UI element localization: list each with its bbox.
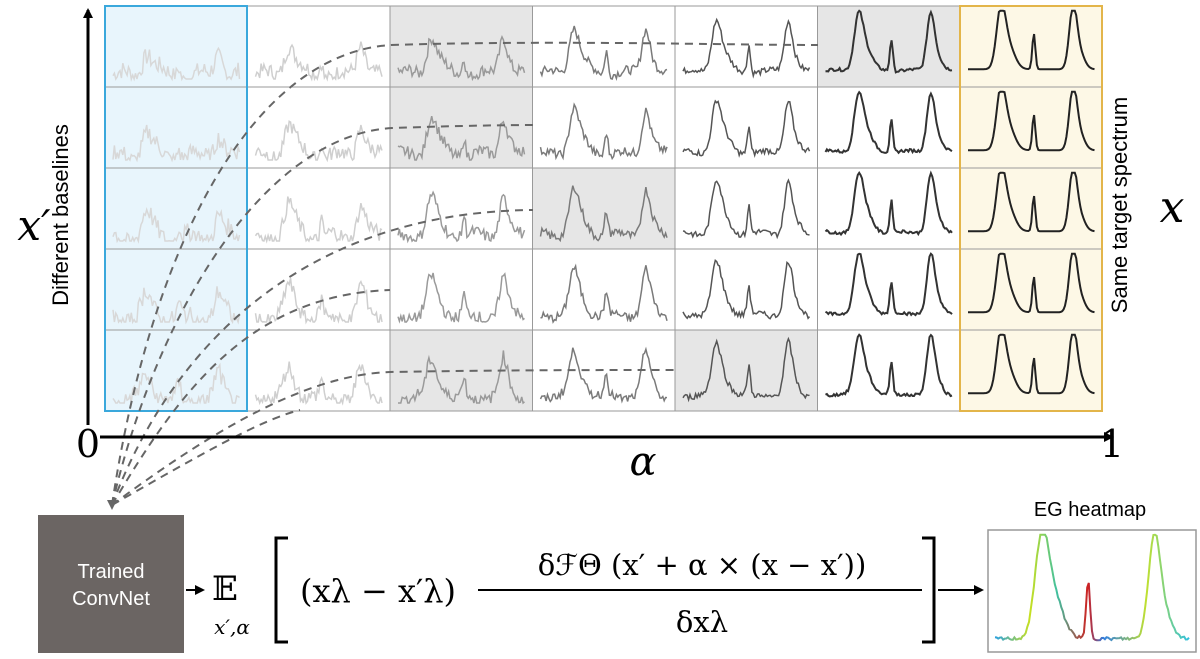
spectrum-line bbox=[112, 286, 241, 325]
convnet-label-line2: ConvNet bbox=[72, 588, 150, 610]
expectation-symbol: 𝔼 bbox=[212, 569, 238, 609]
path-row-5 bbox=[111, 369, 677, 506]
spectrum-line bbox=[682, 99, 811, 159]
y-axis-caption: Different baselines bbox=[48, 124, 73, 306]
grid-cell bbox=[674, 329, 818, 412]
left-bracket bbox=[274, 536, 288, 644]
grid-cell bbox=[817, 248, 961, 331]
path-row-4 bbox=[111, 289, 391, 506]
grid-cell bbox=[817, 5, 961, 88]
spectrum-line bbox=[968, 333, 1095, 395]
heatmap-title: EG heatmap bbox=[1034, 499, 1146, 521]
grid-cell bbox=[817, 86, 961, 169]
spectrum-line bbox=[112, 46, 241, 82]
path-row-3 bbox=[111, 209, 534, 506]
spectrum-line bbox=[112, 206, 241, 244]
convnet-label-line1: Trained bbox=[77, 561, 144, 583]
x-axis-end: 1 bbox=[1100, 422, 1124, 466]
spectrum-line bbox=[968, 252, 1095, 314]
y-axis-symbol: x′ bbox=[17, 201, 51, 250]
trained-convnet-box bbox=[38, 515, 184, 653]
target-symbol: x bbox=[1160, 182, 1185, 233]
gradient-numerator: δℱΘ (x′ + α × (x − x′)) bbox=[538, 548, 867, 582]
grid-cell bbox=[532, 167, 676, 250]
spectrum-line bbox=[397, 190, 526, 244]
spectrum-line bbox=[254, 196, 383, 244]
spectrum-line bbox=[539, 185, 668, 243]
spectrum-line bbox=[254, 41, 383, 82]
spectrum-line bbox=[112, 362, 240, 405]
spectrum-line bbox=[540, 263, 668, 324]
spectra-grid bbox=[104, 5, 1103, 412]
grid-cell bbox=[532, 248, 676, 331]
x-axis-symbol: α bbox=[629, 439, 656, 485]
spectrum-line bbox=[397, 272, 525, 324]
heatmap-spectrum bbox=[994, 533, 1190, 642]
spectrum-line bbox=[398, 350, 525, 405]
right-caption: Same target spectrum bbox=[1107, 97, 1132, 313]
spectrum-line bbox=[825, 333, 953, 398]
spectrum-line bbox=[539, 25, 668, 81]
spectrum-line bbox=[682, 178, 810, 240]
path-row-2 bbox=[111, 124, 534, 506]
spectrum-line bbox=[397, 115, 526, 161]
grid-cell bbox=[532, 5, 676, 88]
spectrum-line bbox=[825, 9, 953, 74]
spectrum-line bbox=[825, 252, 953, 317]
spectrum-line bbox=[254, 361, 383, 406]
spectrum-line bbox=[397, 34, 526, 82]
interpolation-paths bbox=[111, 41, 819, 506]
target-column bbox=[959, 5, 1103, 412]
spectrum-line bbox=[539, 346, 668, 404]
spectrum-line bbox=[539, 102, 668, 161]
grid-cell bbox=[674, 86, 818, 169]
grid-cell bbox=[532, 86, 676, 169]
spectrum-line bbox=[682, 336, 810, 403]
path-extra bbox=[111, 409, 301, 506]
baseline-column bbox=[104, 5, 248, 412]
spectrum-line bbox=[112, 124, 241, 163]
path-row-1 bbox=[111, 41, 819, 506]
spectrum-line bbox=[254, 278, 383, 325]
expectation-subscript: x′,α bbox=[214, 615, 250, 639]
spectrum-line bbox=[682, 17, 811, 79]
grid-cell bbox=[247, 329, 391, 412]
spectrum-line bbox=[968, 90, 1095, 152]
grid-cell bbox=[959, 248, 1103, 331]
spectrum-line bbox=[968, 171, 1095, 233]
grid-cell bbox=[959, 86, 1103, 169]
spectrum-line bbox=[824, 170, 953, 237]
gradient-denominator: δxλ bbox=[676, 605, 728, 639]
grid-cell bbox=[959, 167, 1103, 250]
grid-cell bbox=[389, 86, 533, 169]
grid-cell bbox=[389, 248, 533, 331]
right-bracket bbox=[922, 536, 936, 644]
grid-cell bbox=[674, 167, 818, 250]
grid-cell bbox=[674, 248, 818, 331]
difference-term: (xλ − x′λ) bbox=[300, 572, 456, 610]
grid-cell bbox=[674, 5, 818, 88]
spectrum-line bbox=[824, 90, 953, 155]
spectrum-line bbox=[682, 259, 811, 320]
spectrum-line bbox=[254, 120, 383, 163]
x-axis-start: 0 bbox=[76, 422, 100, 466]
expected-gradients-formula: 𝔼 x′,α (xλ − x′λ) δℱΘ (x′ + α × (x − x′)… bbox=[212, 536, 936, 644]
spectrum-line bbox=[968, 9, 1095, 71]
